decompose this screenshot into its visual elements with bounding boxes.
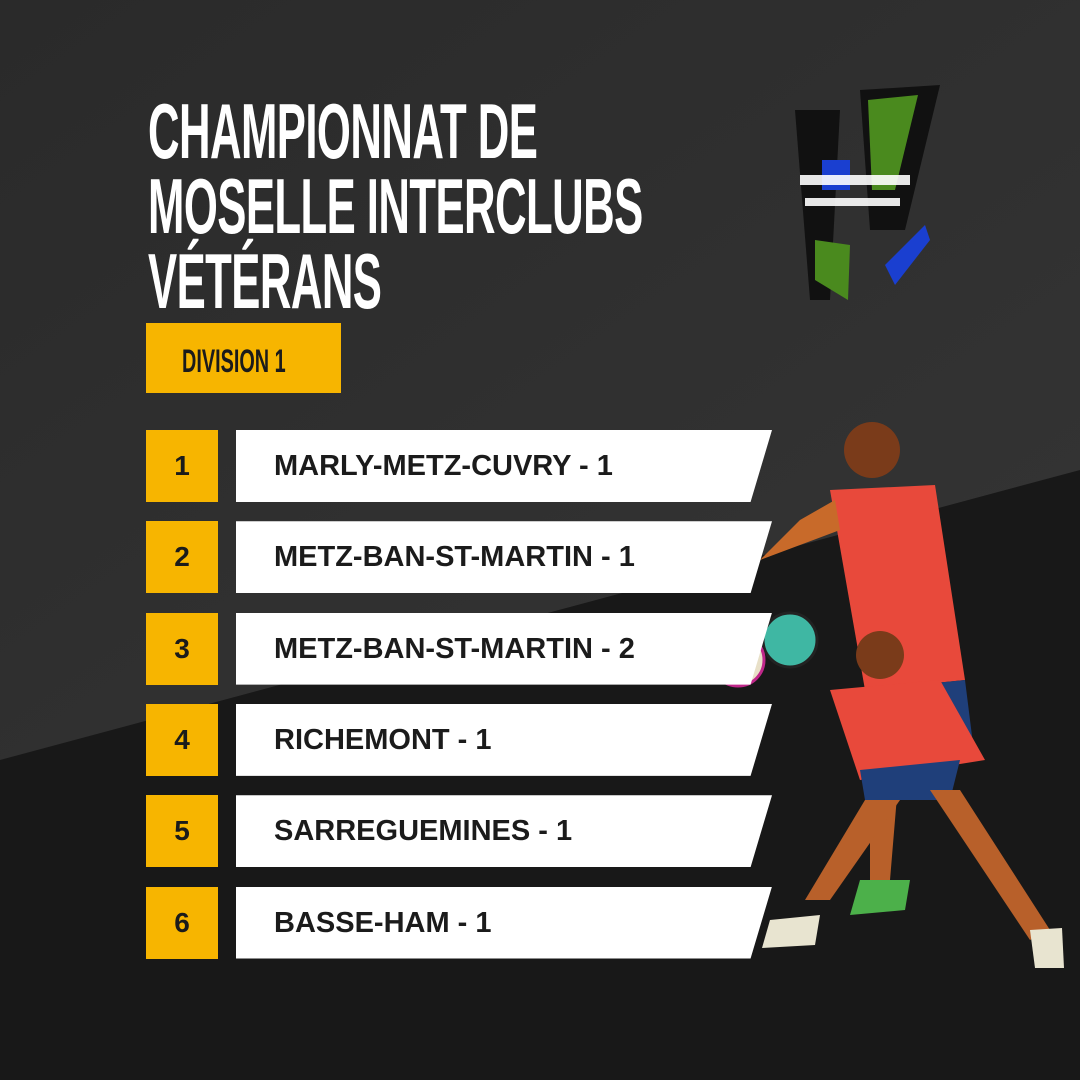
rank: 1: [174, 450, 190, 481]
team-name: RICHEMONT - 1: [274, 723, 492, 756]
title-line: CHAMPIONNAT DE: [148, 87, 538, 175]
rank-box: 2: [146, 521, 218, 594]
team-name: BASSE-HAM - 1: [274, 906, 492, 939]
rank: 3: [174, 632, 190, 664]
rank: 2: [174, 541, 190, 573]
division-badge: DIVISION 1: [146, 323, 341, 393]
team-name: SARREGUEMINES - 1: [274, 815, 573, 848]
rank: 5: [174, 815, 190, 847]
rank-box: 5: [146, 795, 218, 868]
title-line: VÉTÉRANS: [148, 237, 382, 325]
team-bar: METZ-BAN-ST-MARTIN - 2: [236, 612, 772, 685]
team-bar: BASSE-HAM - 1: [236, 886, 772, 959]
rank-box: 6: [146, 886, 218, 959]
player-illustration: [710, 422, 1064, 968]
division-label: DIVISION 1: [182, 343, 286, 379]
rank-box: 4: [146, 703, 218, 776]
team-bar: METZ-BAN-ST-MARTIN - 1: [236, 521, 772, 594]
rank-box: 1: [146, 430, 218, 502]
team-name: METZ-BAN-ST-MARTIN - 1: [274, 541, 635, 574]
team-name: METZ-BAN-ST-MARTIN - 2: [274, 632, 635, 665]
rank: 4: [174, 723, 190, 755]
logo: [795, 85, 940, 300]
team-bar: MARLY-METZ-CUVRY - 1: [236, 430, 772, 502]
rank-box: 3: [146, 612, 218, 685]
team-name: MARLY-METZ-CUVRY - 1: [274, 450, 613, 482]
rank: 6: [174, 906, 190, 938]
team-bar: SARREGUEMINES - 1: [236, 795, 772, 868]
title-line: MOSELLE INTERCLUBS: [148, 162, 643, 250]
team-bar: RICHEMONT - 1: [236, 703, 772, 776]
